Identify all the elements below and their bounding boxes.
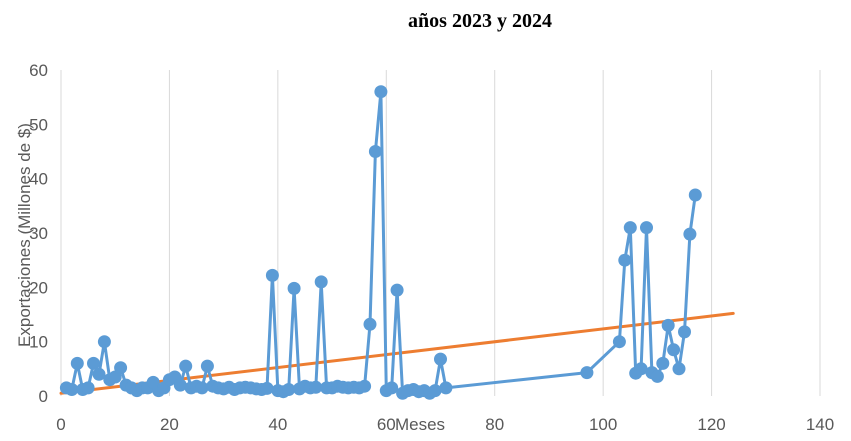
data-point — [179, 359, 193, 373]
data-point — [678, 325, 691, 339]
data-point — [114, 361, 128, 375]
data-point — [195, 381, 209, 395]
data-point — [640, 221, 653, 235]
data-point — [428, 384, 442, 398]
data-point — [390, 283, 404, 297]
x-tick-label: 0 — [56, 415, 65, 434]
y-tick-label: 50 — [29, 115, 48, 134]
data-point — [97, 335, 111, 349]
vertical-gridlines — [60, 70, 821, 396]
data-point — [580, 366, 594, 380]
data-point — [439, 381, 453, 395]
data-point — [612, 335, 626, 349]
chart-title: años 2023 y 2024 — [408, 10, 552, 32]
y-tick-label: 60 — [29, 61, 48, 80]
data-point — [618, 253, 632, 267]
data-point — [81, 381, 95, 395]
data-point — [92, 367, 106, 381]
series-layer — [59, 85, 702, 400]
data-point — [260, 381, 274, 395]
data-point — [173, 378, 187, 392]
data-point — [385, 381, 399, 395]
data-point — [688, 188, 702, 202]
data-point — [309, 380, 323, 394]
x-tick-label: 140 — [806, 415, 834, 434]
data-point — [623, 221, 637, 235]
y-tick-label: 20 — [29, 278, 48, 297]
data-point — [200, 359, 214, 373]
data-point — [70, 356, 84, 370]
trendline-layer — [59, 311, 735, 395]
data-point — [65, 383, 79, 396]
data-point — [650, 369, 664, 383]
series-line — [65, 90, 697, 395]
trendline — [59, 311, 735, 395]
data-point — [265, 268, 279, 282]
data-point — [667, 343, 681, 357]
data-point — [282, 383, 296, 396]
y-tick-label: 30 — [29, 224, 48, 243]
x-tick-label: 100 — [589, 415, 617, 434]
y-axis-title: Exportaciones (Millones de $) — [15, 123, 34, 347]
x-axis-title: Meses — [395, 415, 445, 434]
data-point — [634, 362, 648, 376]
data-point — [87, 356, 100, 370]
data-point — [314, 275, 328, 289]
data-point — [368, 145, 382, 158]
x-tick-label: 40 — [268, 415, 287, 434]
data-point — [374, 85, 388, 99]
data-point — [434, 352, 447, 366]
data-point — [287, 281, 301, 295]
data-point — [363, 317, 377, 331]
tick-labels: 0 20 40 60 80 100 120 140 0 10 20 30 40 50 60 — [29, 61, 834, 434]
y-tick-label: 0 — [39, 387, 48, 406]
data-point — [661, 318, 675, 332]
x-tick-label: 60 — [377, 415, 396, 434]
y-tick-label: 10 — [29, 333, 48, 352]
data-point — [358, 379, 372, 393]
y-tick-label: 40 — [29, 170, 48, 189]
x-tick-label: 120 — [697, 415, 725, 434]
data-point — [683, 227, 697, 241]
x-tick-label: 20 — [160, 415, 179, 434]
data-point — [672, 362, 686, 376]
x-tick-label: 80 — [485, 415, 504, 434]
data-point — [656, 356, 670, 370]
